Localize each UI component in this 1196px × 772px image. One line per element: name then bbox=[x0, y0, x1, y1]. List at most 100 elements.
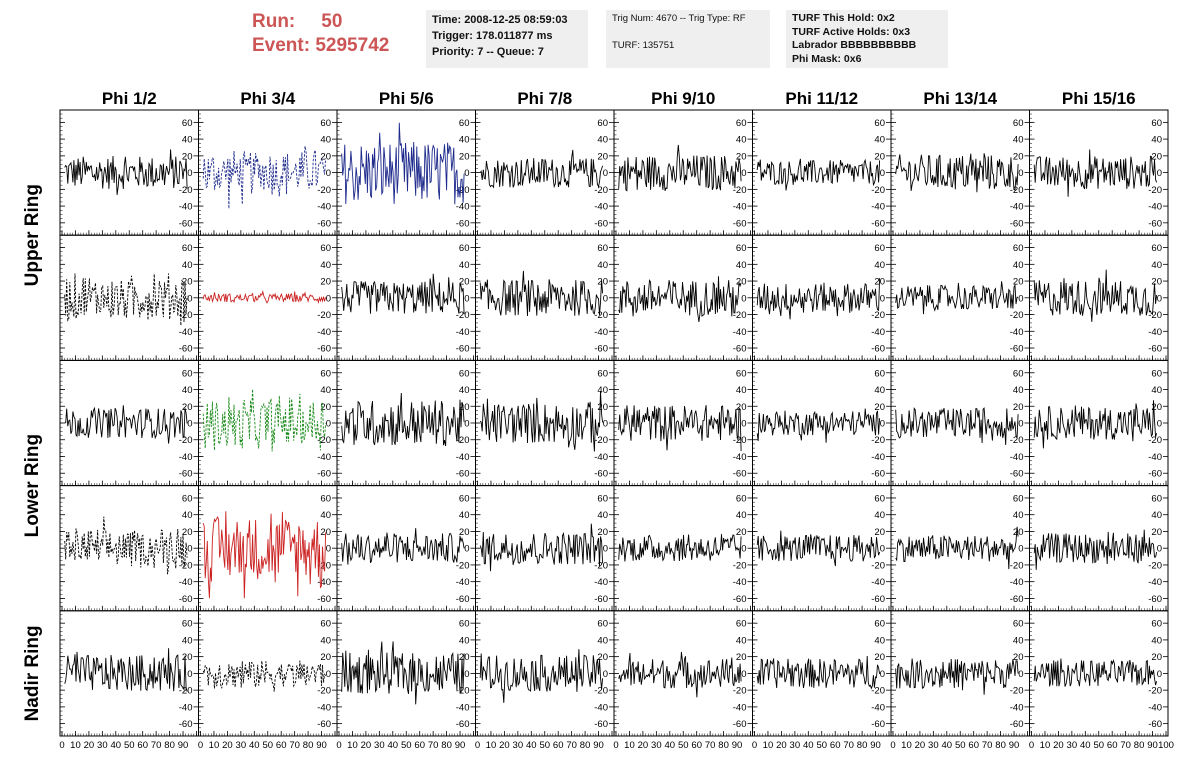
y-tick-label: 20 bbox=[320, 277, 331, 288]
y-tick-label: -60 bbox=[594, 719, 608, 730]
y-tick-label: -20 bbox=[594, 560, 608, 571]
turf-info-box: TURF This Hold: 0x2 TURF Active Holds: 0… bbox=[786, 10, 948, 68]
waveform-trace bbox=[202, 660, 326, 692]
y-tick-label: 40 bbox=[1013, 385, 1024, 396]
y-tick-label: -40 bbox=[179, 702, 193, 713]
x-tick-label: 10 bbox=[209, 740, 220, 751]
y-tick-label: 40 bbox=[459, 635, 470, 646]
x-tick-label: 70 bbox=[566, 740, 577, 751]
y-tick-label: -40 bbox=[733, 452, 747, 463]
y-tick-label: 40 bbox=[320, 260, 331, 271]
y-tick-label: -20 bbox=[1010, 560, 1024, 571]
y-tick-label: 40 bbox=[1151, 635, 1162, 646]
y-tick-label: -20 bbox=[594, 310, 608, 321]
waveform-trace bbox=[895, 407, 1019, 446]
trig-info-box: Trig Num: 4670 -- Trig Type: RF TURF: 13… bbox=[606, 10, 770, 68]
x-tick-label: 10 bbox=[70, 740, 81, 751]
waveform-trace bbox=[202, 389, 327, 452]
x-tick-label: 10 bbox=[486, 740, 497, 751]
y-tick-label: 40 bbox=[320, 385, 331, 396]
x-tick-label: 20 bbox=[499, 740, 510, 751]
waveform-trace bbox=[895, 526, 1019, 570]
x-tick-label: 60 bbox=[276, 740, 287, 751]
y-tick-label: 40 bbox=[320, 635, 331, 646]
x-tick-label: 20 bbox=[361, 740, 372, 751]
y-tick-label: 0 bbox=[741, 669, 746, 680]
y-tick-label: -20 bbox=[871, 560, 885, 571]
y-tick-label: -20 bbox=[1010, 185, 1024, 196]
x-tick-label: 0 bbox=[890, 740, 895, 751]
y-tick-label: 20 bbox=[320, 402, 331, 413]
y-tick-label: 0 bbox=[464, 168, 469, 179]
y-tick-label: -60 bbox=[1010, 719, 1024, 730]
panel-frame bbox=[59, 234, 199, 361]
y-tick-label: 0 bbox=[1018, 544, 1023, 555]
waveform-trace bbox=[64, 516, 188, 575]
x-tick-label: 0 bbox=[59, 740, 64, 751]
waveform-trace bbox=[1033, 400, 1158, 449]
y-tick-label: 40 bbox=[597, 385, 608, 396]
x-tick-label: 70 bbox=[982, 740, 993, 751]
y-tick-label: 60 bbox=[1013, 368, 1024, 379]
y-tick-label: -40 bbox=[456, 577, 470, 588]
waveform-trace bbox=[64, 648, 188, 692]
y-tick-label: -20 bbox=[179, 310, 193, 321]
x-tick-label: 0 bbox=[1029, 740, 1034, 751]
y-tick-label: 0 bbox=[880, 293, 885, 304]
x-tick-label: 30 bbox=[790, 740, 801, 751]
y-tick-label: 20 bbox=[736, 652, 747, 663]
waveform-trace bbox=[756, 158, 881, 191]
y-tick-label: 0 bbox=[464, 293, 469, 304]
column-header: Phi 1/2 bbox=[102, 89, 157, 108]
y-tick-label: -20 bbox=[871, 185, 885, 196]
y-tick-label: -20 bbox=[1148, 435, 1162, 446]
column-header: Phi 9/10 bbox=[651, 89, 715, 108]
y-tick-label: 60 bbox=[874, 619, 885, 630]
y-tick-label: -60 bbox=[871, 344, 885, 355]
y-tick-label: -60 bbox=[733, 594, 747, 605]
y-tick-label: 20 bbox=[1013, 527, 1024, 538]
y-tick-label: 60 bbox=[874, 243, 885, 254]
y-tick-label: 20 bbox=[874, 652, 885, 663]
x-tick-label: 30 bbox=[1067, 740, 1078, 751]
y-tick-label: 20 bbox=[182, 652, 193, 663]
x-tick-label: 70 bbox=[151, 740, 162, 751]
y-tick-label: -40 bbox=[1148, 452, 1162, 463]
event-row: Event: 5295742 bbox=[252, 34, 417, 58]
y-tick-label: 60 bbox=[1013, 493, 1024, 504]
y-tick-label: 60 bbox=[320, 493, 331, 504]
x-tick-label: 60 bbox=[137, 740, 148, 751]
y-tick-label: -40 bbox=[179, 202, 193, 213]
y-tick-label: 0 bbox=[603, 168, 608, 179]
y-tick-label: -40 bbox=[594, 327, 608, 338]
trig-num-text: Trig Num: 4670 -- Trig Type: RF bbox=[612, 13, 746, 24]
x-tick-label: 60 bbox=[553, 740, 564, 751]
x-tick-label: 50 bbox=[678, 740, 689, 751]
x-tick-label: 90 bbox=[870, 740, 881, 751]
x-tick-label: 60 bbox=[1107, 740, 1118, 751]
waveform-trace bbox=[618, 651, 742, 698]
column-header: Phi 5/6 bbox=[379, 89, 434, 108]
y-tick-label: 0 bbox=[603, 419, 608, 430]
y-tick-label: 0 bbox=[1157, 419, 1162, 430]
y-tick-label: -40 bbox=[594, 202, 608, 213]
y-tick-label: 60 bbox=[320, 243, 331, 254]
x-tick-label: 80 bbox=[857, 740, 868, 751]
y-tick-label: 0 bbox=[603, 293, 608, 304]
y-tick-label: 60 bbox=[597, 118, 608, 129]
trigger-text: Trigger: 178.011877 ms bbox=[432, 30, 553, 42]
y-tick-label: -40 bbox=[871, 452, 885, 463]
y-tick-label: -20 bbox=[594, 185, 608, 196]
x-tick-label: 90 bbox=[1009, 740, 1020, 751]
y-tick-label: -40 bbox=[317, 452, 331, 463]
x-tick-label: 20 bbox=[222, 740, 233, 751]
y-tick-label: 40 bbox=[1013, 260, 1024, 271]
y-tick-label: -60 bbox=[871, 469, 885, 480]
x-tick-label: 0 bbox=[613, 740, 618, 751]
y-tick-label: 60 bbox=[182, 493, 193, 504]
y-tick-label: 60 bbox=[597, 368, 608, 379]
y-tick-label: 40 bbox=[736, 260, 747, 271]
y-tick-label: 20 bbox=[1151, 277, 1162, 288]
turf-active-holds-text: TURF Active Holds: 0x3 bbox=[792, 25, 911, 38]
x-tick-label: 70 bbox=[289, 740, 300, 751]
